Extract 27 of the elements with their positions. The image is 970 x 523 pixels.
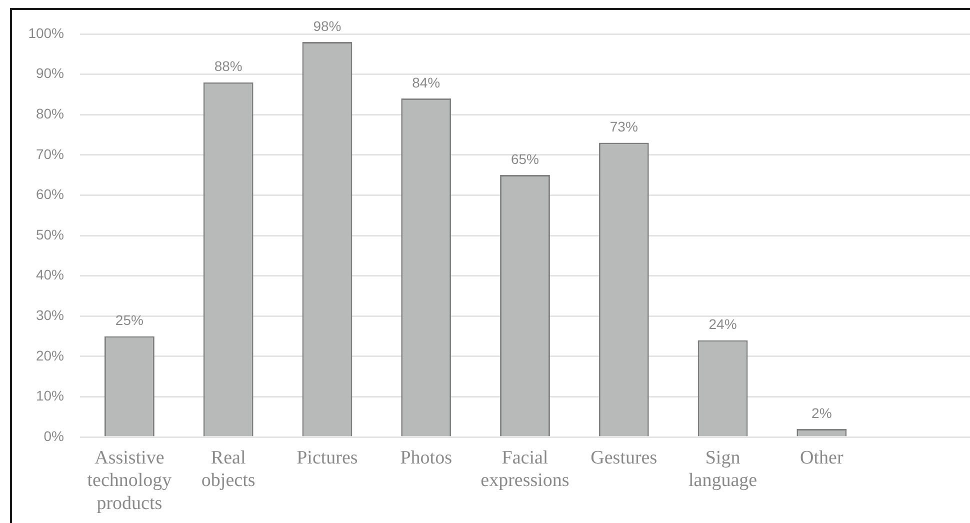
x-tick-label: Other xyxy=(800,447,844,468)
y-tick-label: 40% xyxy=(36,266,64,283)
x-tick-label: Sign language xyxy=(688,447,758,492)
data-label: 24% xyxy=(708,316,737,332)
y-tick-label: 60% xyxy=(36,186,64,202)
x-tick-label: Photos xyxy=(400,447,452,468)
y-tick-label: 70% xyxy=(36,146,64,162)
x-tick-label: Facial expressions xyxy=(480,447,570,492)
y-tick-label: 100% xyxy=(28,24,64,41)
y-tick-label: 80% xyxy=(36,105,64,122)
y-tick-label: 90% xyxy=(36,65,64,82)
data-label: 84% xyxy=(412,74,440,90)
x-tick-label: Assistive technology products xyxy=(87,447,172,514)
data-label: 88% xyxy=(214,58,242,74)
data-label: 65% xyxy=(510,150,540,167)
x-tick-label: Gestures xyxy=(590,447,658,468)
x-tick-label: Pictures xyxy=(296,447,358,468)
y-tick-label: 30% xyxy=(36,306,64,323)
data-label: 73% xyxy=(610,118,638,135)
data-label: 98% xyxy=(313,18,342,34)
y-tick-label: 0% xyxy=(44,428,64,444)
data-label: 2% xyxy=(812,404,832,421)
y-tick-label: 50% xyxy=(36,226,64,242)
data-label: 25% xyxy=(115,312,144,328)
x-tick-label: Real objects xyxy=(201,447,256,492)
y-tick-label: 10% xyxy=(36,388,64,404)
y-tick-label: 20% xyxy=(36,347,64,364)
